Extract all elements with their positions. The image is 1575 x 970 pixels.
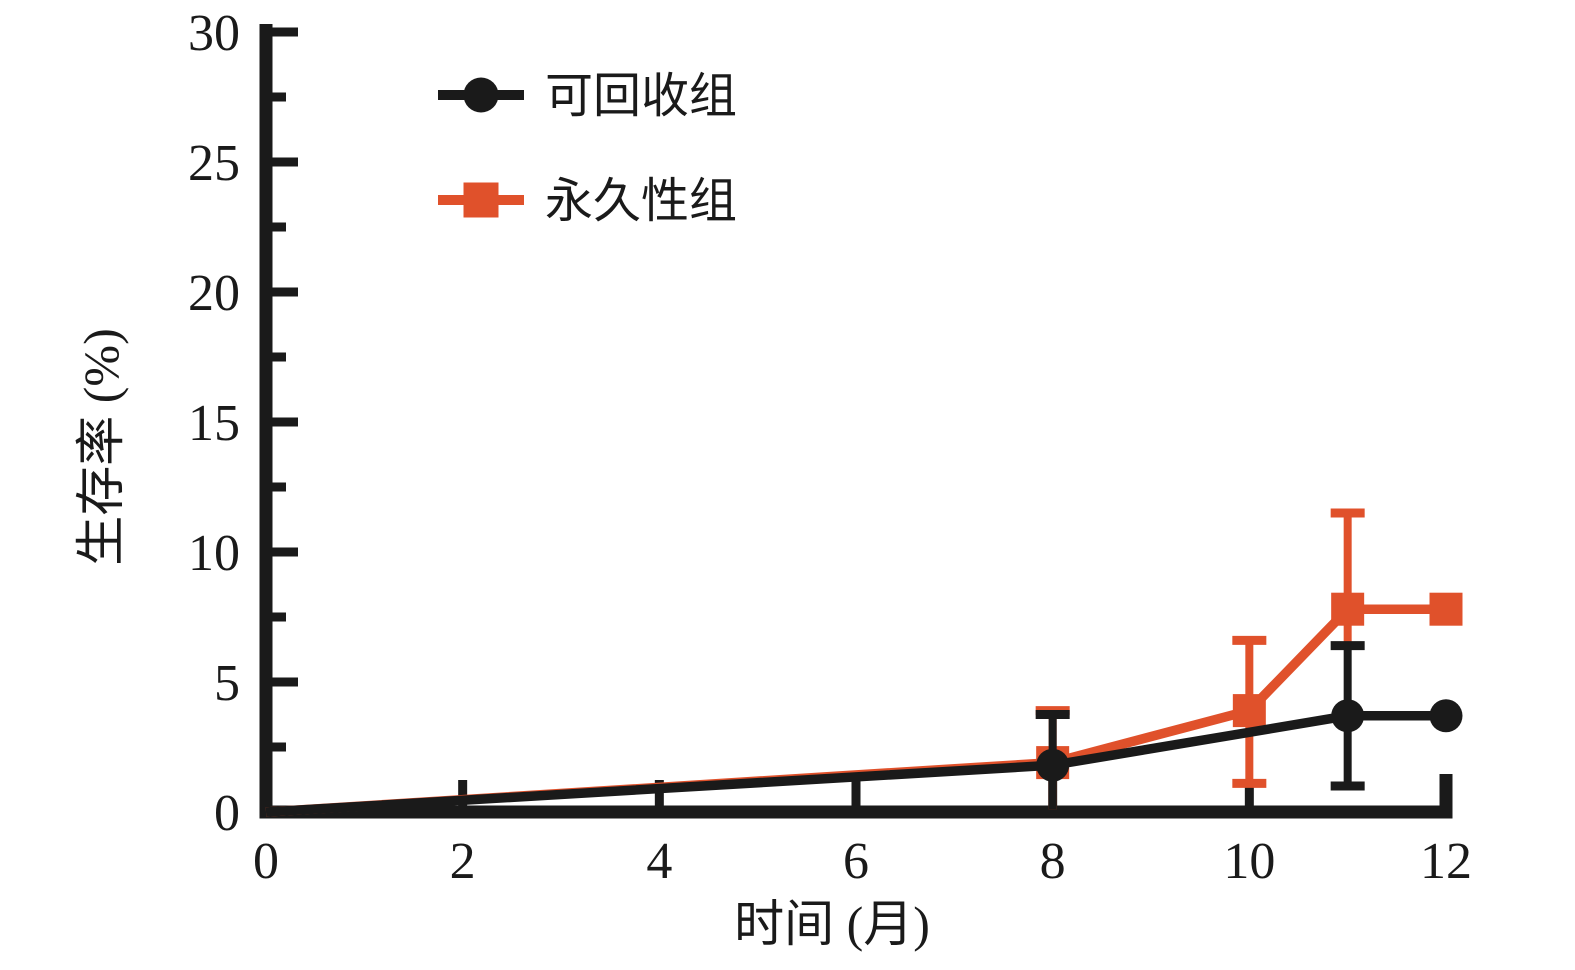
y-tick-label: 30 [188,5,240,62]
y-tick-label: 5 [214,655,240,712]
x-tick-label: 12 [1420,833,1472,890]
data-point-marker [1036,748,1070,782]
y-tick-label: 15 [188,395,240,452]
x-tick-label: 8 [1040,833,1066,890]
x-tick-label: 0 [253,833,279,890]
y-tick-label: 20 [188,265,240,322]
x-axis-title: 时间 (月) [734,896,930,952]
legend-square-marker [463,182,499,218]
series-永久性组 [265,508,1463,817]
series-可回收组 [265,641,1463,817]
data-point-marker [1429,699,1463,733]
legend-entry: 可回收组 [438,70,737,123]
series-layer [265,508,1463,817]
y-tick-label: 10 [188,525,240,582]
y-axis-title: 生存率 (%) [73,328,129,565]
legend-label: 可回收组 [545,70,737,123]
series-line [265,711,1446,817]
y-tick-label: 25 [188,135,240,192]
legend-entry: 永久性组 [438,175,737,228]
legend-circle-marker [463,77,499,113]
legend-label: 永久性组 [545,175,737,228]
data-point-marker [1331,592,1365,626]
data-point-marker [1331,699,1365,733]
x-tick-label: 6 [843,833,869,890]
data-point-marker [1429,592,1463,626]
y-tick-label: 0 [214,785,240,842]
x-tick-label: 4 [646,833,672,890]
data-point-marker [1232,694,1266,728]
x-tick-label: 2 [450,833,476,890]
x-tick-label: 10 [1223,833,1275,890]
axes-layer: 0 5 10 15 20 25 30 0 2 4 6 8 10 12 [188,5,1472,890]
